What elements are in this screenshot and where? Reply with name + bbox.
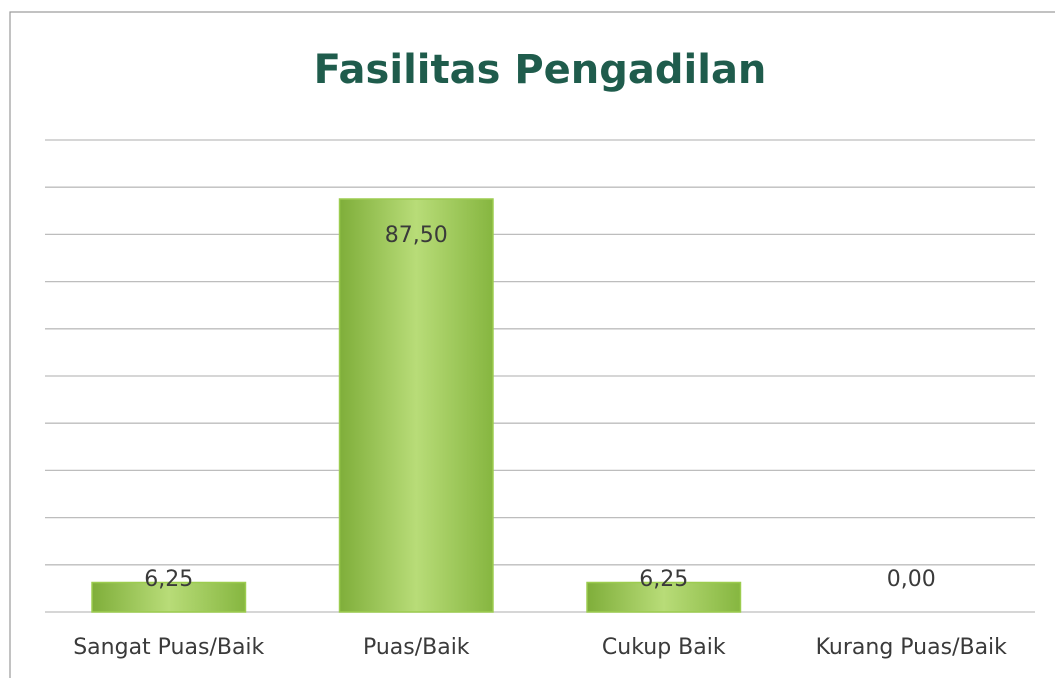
x-tick-label: Cukup Baik [602,635,726,660]
data-label: 6,25 [144,567,193,592]
bar [91,581,247,613]
chart-frame [9,11,1055,678]
bar [586,581,742,613]
x-tick-label: Sangat Puas/Baik [73,635,264,660]
x-tick-label: Puas/Baik [363,635,470,660]
data-label: 87,50 [385,223,448,248]
data-label: 6,25 [639,567,688,592]
bar [338,198,494,613]
chart-title: Fasilitas Pengadilan [314,47,767,93]
x-tick-label: Kurang Puas/Baik [816,635,1008,660]
data-label: 0,00 [887,567,936,592]
